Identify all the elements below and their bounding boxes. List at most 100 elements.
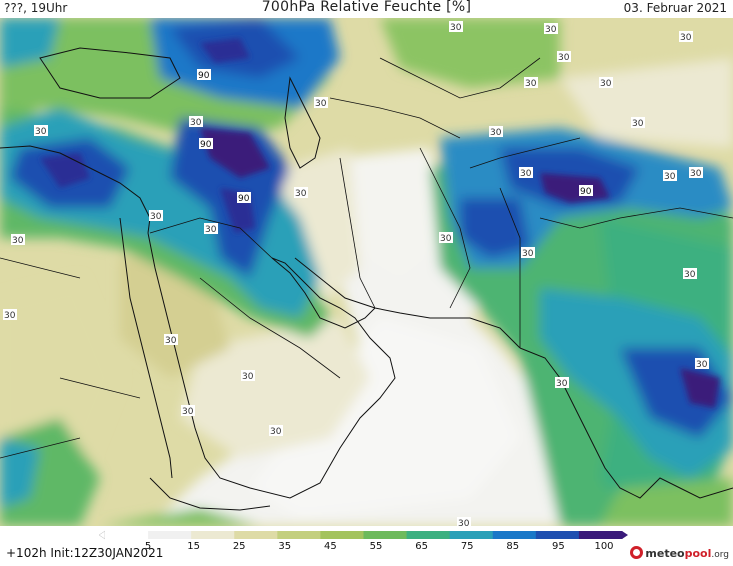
valid-date-label: 03. Februar 2021	[623, 1, 727, 15]
contour-label: 30	[545, 25, 557, 35]
contour-label-bg	[457, 517, 471, 526]
header-bar: ???, 19Uhr 700hPa Relative Feuchte [%] 0…	[0, 0, 733, 18]
forecast-init-label: +102h Init:12Z30JAN2021	[6, 546, 164, 560]
contour-label-bg	[294, 187, 308, 198]
contour-label: 30	[600, 79, 612, 89]
contour-label: 30	[558, 53, 570, 63]
colorbar-swatch	[406, 531, 451, 539]
contour-label: 90	[198, 71, 210, 81]
contour-label: 30	[4, 311, 16, 321]
contour-label-bg	[149, 210, 163, 221]
contour-label: 30	[242, 372, 254, 382]
contour-label-bg	[3, 309, 17, 320]
contour-label: 30	[520, 169, 532, 179]
colorbar-swatch	[492, 531, 537, 539]
contour-label-bg	[197, 69, 211, 80]
colorbar-tick-label: 5	[144, 541, 152, 552]
contour-label-bg	[679, 31, 693, 42]
colorbar-swatch	[535, 531, 580, 539]
colorbar-tick-label: 35	[278, 541, 292, 552]
contour-label: 30	[295, 189, 307, 199]
contour-label: 30	[556, 379, 568, 389]
contour-label-bg	[557, 51, 571, 62]
contour-label-bg	[204, 223, 218, 234]
colorbar-swatch	[148, 531, 192, 539]
contour-label-bg	[241, 370, 255, 381]
contour-label-bg	[663, 170, 677, 181]
map-title: 700hPa Relative Feuchte [%]	[261, 0, 472, 15]
contour-label-bg	[269, 425, 283, 436]
contour-label: 30	[664, 172, 676, 182]
contour-label-bg	[521, 247, 535, 258]
contour-label-bg	[164, 334, 178, 345]
colorbar-tick-label: 85	[506, 541, 520, 552]
contour-label: 30	[35, 127, 47, 137]
contour-label: 30	[150, 212, 162, 222]
contour-label-bg	[519, 167, 533, 178]
contour-label-bg	[599, 77, 613, 88]
contour-label: 90	[200, 140, 212, 150]
contour-label: 90	[580, 187, 592, 197]
colorbar-tick-label: 75	[460, 541, 474, 552]
contour-label: 90	[238, 194, 250, 204]
contour-label: 30	[632, 119, 644, 129]
footer-bar: 5 15 25 35 45 55 65 75 85 95 100 +102h Init:12Z30J…	[0, 526, 733, 566]
colorbar-swatch	[363, 531, 408, 539]
contour-labels: 30 30 30 30 30 30 30 30 30 30 30 30 30 30 30 30 30 30 30 30…	[3, 21, 709, 526]
contour-label-bg	[314, 97, 328, 108]
contour-label-bg	[579, 185, 593, 196]
contour-label-bg	[695, 358, 709, 369]
coastlines-borders	[0, 47, 733, 511]
contour-label: 30	[525, 79, 537, 89]
colorbar-max-arrow	[622, 531, 628, 539]
colorbar-tick-label: 55	[369, 541, 383, 552]
colorbar-tick-label: 65	[415, 541, 428, 552]
colorbar-tick-label: 95	[552, 541, 565, 552]
humidity-map: 30 30 30 30 30 30 30 30 30 30 30 30 30 30 30 30 30 30 30 30…	[0, 18, 733, 526]
contour-label: 30	[205, 225, 217, 235]
contour-label: 30	[190, 118, 202, 128]
colorbar-tick-label: 25	[232, 541, 246, 552]
contour-label: 30	[458, 519, 470, 526]
colorbar-swatch	[578, 531, 623, 539]
contour-label-bg	[237, 192, 251, 203]
colorbar-swatch	[105, 531, 149, 539]
colorbar-swatch	[320, 531, 364, 539]
colorbar-swatch	[277, 531, 321, 539]
contour-label: 30	[440, 234, 452, 244]
contour-label-bg	[544, 23, 558, 34]
contour-label-bg	[524, 77, 538, 88]
contour-label: 30	[680, 33, 692, 43]
contour-label-bg	[683, 268, 697, 279]
colorbar-min-arrow	[98, 530, 106, 540]
colorbar-swatch	[234, 531, 278, 539]
meteopool-logo[interactable]: meteopool.org	[630, 546, 729, 560]
logo-icon	[630, 546, 644, 559]
colorbar-swatch	[191, 531, 235, 539]
contour-label: 30	[165, 336, 177, 346]
colorbar-tick-label: 45	[324, 541, 337, 552]
contour-label: 30	[696, 360, 708, 370]
humidity-field	[0, 18, 733, 526]
contour-label-bg	[181, 405, 195, 416]
contour-label: 30	[182, 407, 194, 417]
contour-label: 30	[450, 23, 462, 33]
contour-label: 30	[684, 270, 696, 280]
contour-label-bg	[11, 234, 25, 245]
contour-label: 30	[315, 99, 327, 109]
contour-label-bg	[489, 126, 503, 137]
colorbar-tick-label: 100	[594, 541, 614, 552]
contour-label-bg	[439, 232, 453, 243]
contour-label: 30	[690, 169, 702, 179]
contour-label-bg	[689, 167, 703, 178]
contour-label-bg	[189, 116, 203, 127]
valid-time-label: ???, 19Uhr	[4, 1, 68, 15]
contour-label: 30	[490, 128, 502, 138]
contour-label-bg	[34, 125, 48, 136]
colorbar-swatch	[449, 531, 494, 539]
colorbar-tick-label: 15	[187, 541, 200, 552]
contour-label-bg	[631, 117, 645, 128]
contour-label-bg	[199, 138, 213, 149]
contour-label: 30	[270, 427, 282, 437]
contour-label: 30	[12, 236, 24, 246]
